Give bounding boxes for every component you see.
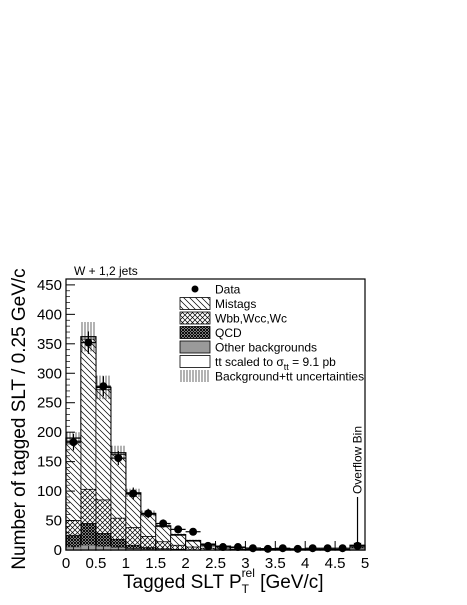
legend-swatch-mistags: [179, 297, 211, 310]
x-axis-title: Tagged SLT PTrel [GeV/c]: [123, 566, 324, 596]
x-tick-label-1.5: 1.5: [145, 555, 166, 572]
x-tick-label-0.5: 0.5: [85, 555, 106, 572]
x-tick-label-4: 4: [301, 555, 309, 572]
y-tick-label-150: 150: [37, 454, 62, 471]
legend-label-uncert: Background+tt uncertainties: [215, 370, 364, 384]
x-tick-label-5: 5: [361, 555, 369, 572]
chart-annotation: W + 1,2 jets: [74, 264, 138, 278]
y-axis-title: Number of tagged SLT / 0.25 GeV/c: [9, 268, 30, 569]
x-tick-label-4.5: 4.5: [325, 555, 346, 572]
data-point-1: [84, 338, 93, 347]
legend-label-ttbar: tt scaled to σtt = 9.1 pb: [215, 355, 336, 372]
overflow-arrow-head: [353, 542, 362, 549]
x-tick-label-1: 1: [122, 555, 130, 572]
axes-layer: 0 0.5 1 1.5 2 2.5 3 3.5 4 4.5 50501001502002503003…: [37, 277, 369, 572]
data-point-7: [174, 525, 183, 534]
legend-swatch-data: [191, 285, 199, 293]
x-tick-label-2: 2: [181, 555, 189, 572]
legend-label-wbb: Wbb,Wcc,Wc: [215, 312, 287, 326]
x-axis-title-main: Tagged SLT P: [123, 572, 242, 593]
y-tick-label-300: 300: [37, 365, 62, 382]
x-tick-label-3.5: 3.5: [265, 555, 286, 572]
x-axis-title-sup: rel: [242, 566, 255, 580]
data-point-8: [189, 527, 198, 536]
data-point-9: [204, 541, 213, 550]
data-point-4: [129, 489, 138, 498]
data-point-2: [99, 382, 108, 391]
legend-swatch-ttbar: [179, 355, 211, 368]
y-tick-label-0: 0: [54, 542, 62, 559]
legend-label-ttbar-text: tt scaled to σ: [215, 355, 284, 369]
y-tick-label-400: 400: [37, 306, 62, 323]
overflow-bin-label: Overflow Bin: [351, 426, 365, 494]
y-tick-label-100: 100: [37, 483, 62, 500]
data-point-0: [69, 438, 78, 447]
x-axis-title-sub: T: [242, 582, 250, 596]
legend-swatch-other: [179, 340, 211, 354]
legend-label-qcd: QCD: [215, 326, 242, 340]
data-point-5: [144, 509, 153, 518]
legend-swatch-uncert: [180, 370, 210, 382]
data-point-6: [159, 519, 168, 528]
y-tick-label-350: 350: [37, 336, 62, 353]
y-tick-label-50: 50: [45, 513, 62, 530]
y-tick-label-250: 250: [37, 395, 62, 412]
data-point-3: [114, 454, 123, 463]
uncertainty-band-7: [170, 533, 186, 536]
y-tick-label-200: 200: [37, 424, 62, 441]
legend-swatch-qcd: [179, 326, 211, 339]
uncertainty-band-8: [185, 539, 201, 542]
legend-swatch-wbb: [179, 311, 211, 325]
legend-label-ttbar-value: = 9.1 pb: [289, 355, 336, 369]
x-tick-label-0: 0: [62, 555, 70, 572]
y-tick-label-450: 450: [37, 277, 62, 294]
x-axis-title-unit: [GeV/c]: [255, 572, 324, 593]
legend-label-other: Other backgrounds: [215, 341, 317, 355]
x-tick-label-2.5: 2.5: [205, 555, 226, 572]
x-tick-label-3: 3: [241, 555, 249, 572]
legend-label-ttbar-sub: tt: [284, 362, 290, 372]
legend-label-data: Data: [215, 283, 241, 297]
legend-label-mistags: Mistags: [215, 297, 256, 311]
